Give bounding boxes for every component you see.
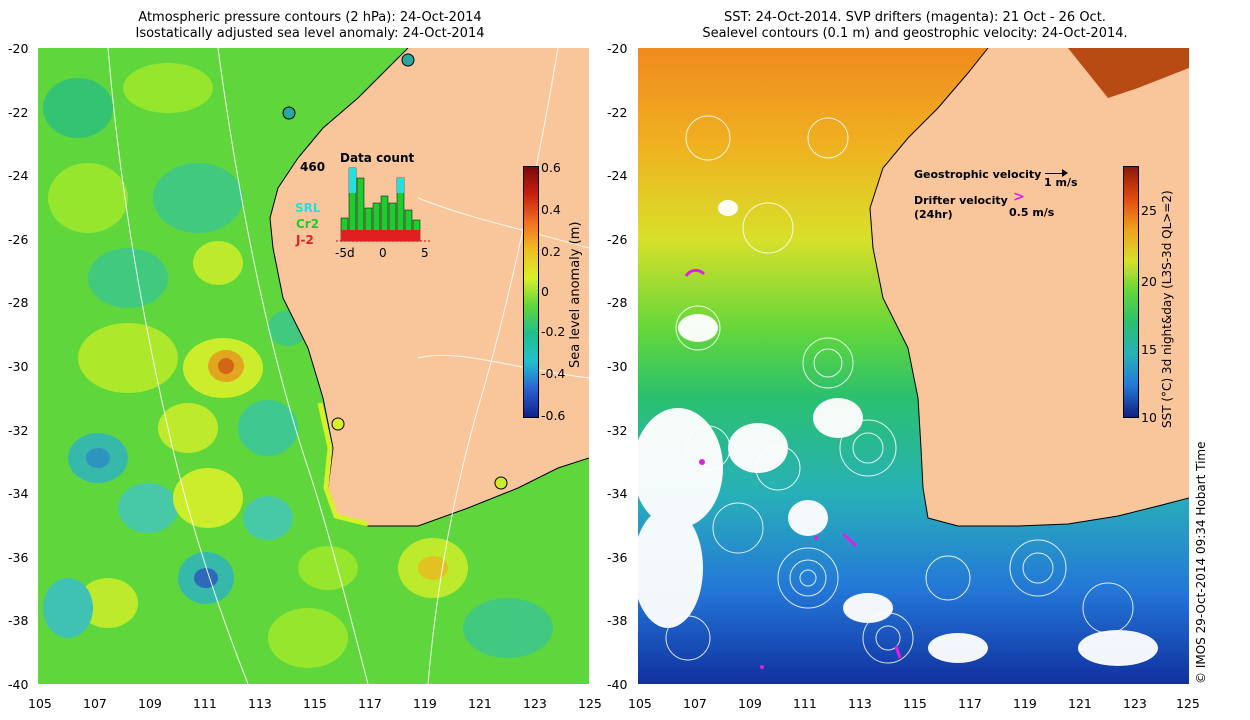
right-ytick-8: -34	[607, 486, 628, 501]
sst-colorbar	[1123, 166, 1139, 418]
sst-cb-tick-2: 20	[1141, 274, 1157, 289]
inset-xtick-2: 0	[379, 246, 387, 260]
sla-cb-tick-4: 0	[541, 284, 549, 299]
right-ytick-4: -26	[607, 232, 628, 247]
right-ytick-1: -20	[607, 41, 628, 56]
left-title-line1: Atmospheric pressure contours (2 hPa): 2…	[138, 10, 482, 25]
right-xtick-11: 125	[1176, 696, 1200, 711]
left-ytick-7: -32	[8, 423, 29, 438]
sla-cb-tick-1: 0.6	[541, 160, 561, 175]
left-xtick-9: 121	[468, 696, 492, 711]
left-xtick-1: 105	[28, 696, 52, 711]
left-ytick-3: -24	[8, 168, 29, 183]
sst-cb-tick-1: 25	[1141, 203, 1157, 218]
left-xtick-6: 115	[303, 696, 327, 711]
sst-cb-tick-3: 15	[1141, 342, 1157, 357]
inset-legend-cr2: Cr2	[296, 217, 320, 231]
inset-xtick-3: 5	[421, 246, 429, 260]
right-xtick-5: 113	[848, 696, 872, 711]
sla-colorbar-label: Sea level anomaly (m)	[568, 221, 583, 368]
drifter-velocity-label: Drifter velocity	[914, 194, 1008, 207]
right-ytick-2: -22	[607, 105, 628, 120]
right-ytick-10: -38	[607, 613, 628, 628]
sst-colorbar-label: SST (°C) 3d night&day (L3S-3d QL>=2)	[1160, 190, 1174, 428]
right-xtick-4: 111	[793, 696, 817, 711]
left-ytick-4: -26	[8, 232, 29, 247]
right-ytick-9: -36	[607, 550, 628, 565]
left-ytick-11: -40	[8, 677, 29, 692]
left-title-line2: Isostatically adjusted sea level anomaly…	[135, 26, 485, 41]
left-ytick-6: -30	[8, 359, 29, 374]
left-xtick-3: 109	[138, 696, 162, 711]
right-xtick-8: 119	[1013, 696, 1037, 711]
sla-cb-tick-5: -0.2	[541, 324, 566, 339]
sla-colorbar	[523, 166, 539, 418]
right-title-line1: SST: 24-Oct-2014. SVP drifters (magenta)…	[724, 10, 1106, 25]
right-ytick-6: -30	[607, 359, 628, 374]
right-ytick-5: -28	[607, 295, 628, 310]
sla-cb-tick-2: 0.4	[541, 202, 561, 217]
right-xtick-10: 123	[1123, 696, 1147, 711]
right-xtick-6: 115	[903, 696, 927, 711]
sla-map	[38, 48, 589, 684]
right-ytick-7: -32	[607, 423, 628, 438]
left-xtick-5: 113	[248, 696, 272, 711]
left-xtick-8: 119	[413, 696, 437, 711]
right-xtick-1: 105	[628, 696, 652, 711]
inset-title: Data count	[340, 151, 415, 165]
right-ytick-3: -24	[607, 168, 628, 183]
left-ytick-9: -36	[8, 550, 29, 565]
left-xtick-7: 117	[358, 696, 382, 711]
right-ytick-11: -40	[607, 677, 628, 692]
right-xtick-7: 117	[958, 696, 982, 711]
drifter-velocity-scale: 0.5 m/s	[1009, 206, 1055, 219]
left-xtick-10: 123	[523, 696, 547, 711]
right-xtick-9: 121	[1068, 696, 1092, 711]
sst-map	[638, 48, 1189, 684]
geo-velocity-arrowhead-icon	[1062, 169, 1068, 177]
left-xtick-11: 125	[578, 696, 602, 711]
drifter-velocity-sub: (24hr)	[914, 208, 953, 221]
drifter-arrow-icon: >	[1013, 189, 1025, 205]
sla-cb-tick-3: 0.2	[541, 244, 561, 259]
geo-velocity-arrow-icon	[1045, 173, 1067, 174]
sst-cb-tick-4: 10	[1141, 410, 1157, 425]
imos-credit: © IMOS 29-Oct-2014 09:34 Hobart Time	[1194, 441, 1208, 684]
inset-legend-srl: SRL	[295, 201, 321, 215]
geo-velocity-label: Geostrophic velocity	[914, 168, 1042, 181]
inset-xtick-1: -5d	[335, 246, 355, 260]
left-ytick-5: -28	[8, 295, 29, 310]
left-title: Atmospheric pressure contours (2 hPa): 2…	[60, 10, 560, 42]
geo-velocity-scale: 1 m/s	[1044, 176, 1078, 189]
right-xtick-2: 107	[683, 696, 707, 711]
right-xtick-3: 109	[738, 696, 762, 711]
left-xtick-4: 111	[193, 696, 217, 711]
left-ytick-8: -34	[8, 486, 29, 501]
inset-count: 460	[300, 160, 326, 174]
right-title: SST: 24-Oct-2014. SVP drifters (magenta)…	[655, 10, 1175, 42]
right-title-line2: Sealevel contours (0.1 m) and geostrophi…	[702, 26, 1128, 41]
inset-legend-j2: J-2	[296, 233, 314, 247]
left-xtick-2: 107	[83, 696, 107, 711]
sla-cb-tick-6: -0.4	[541, 366, 566, 381]
sla-cb-tick-7: -0.6	[541, 408, 566, 423]
left-ytick-1: -20	[8, 41, 29, 56]
left-ytick-2: -22	[8, 105, 29, 120]
left-ytick-10: -38	[8, 613, 29, 628]
data-count-inset	[336, 167, 430, 242]
